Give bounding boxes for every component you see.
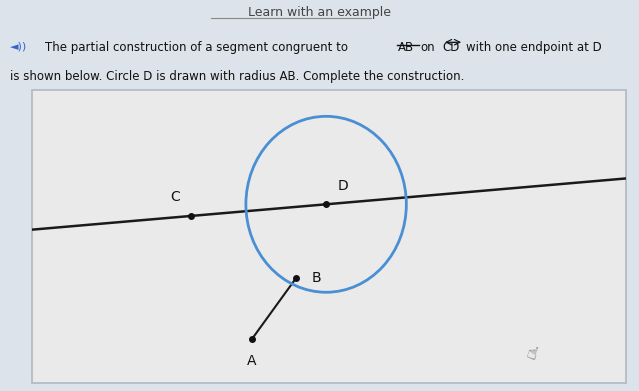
- Text: The partial construction of a segment congruent to: The partial construction of a segment co…: [45, 41, 348, 54]
- Text: is shown below. Circle D is drawn with radius AB. Complete the construction.: is shown below. Circle D is drawn with r…: [10, 70, 464, 83]
- Text: Learn with an example: Learn with an example: [248, 6, 391, 19]
- Text: ☝: ☝: [523, 344, 539, 364]
- Text: D: D: [338, 179, 349, 192]
- Text: AB: AB: [397, 41, 413, 54]
- Text: with one endpoint at D: with one endpoint at D: [466, 41, 602, 54]
- FancyBboxPatch shape: [32, 90, 626, 383]
- Text: C: C: [170, 190, 180, 204]
- Text: B: B: [311, 271, 321, 285]
- Text: on: on: [420, 41, 435, 54]
- Text: CD: CD: [442, 41, 459, 54]
- Text: A: A: [247, 354, 257, 368]
- Text: ◄)): ◄)): [10, 41, 27, 51]
